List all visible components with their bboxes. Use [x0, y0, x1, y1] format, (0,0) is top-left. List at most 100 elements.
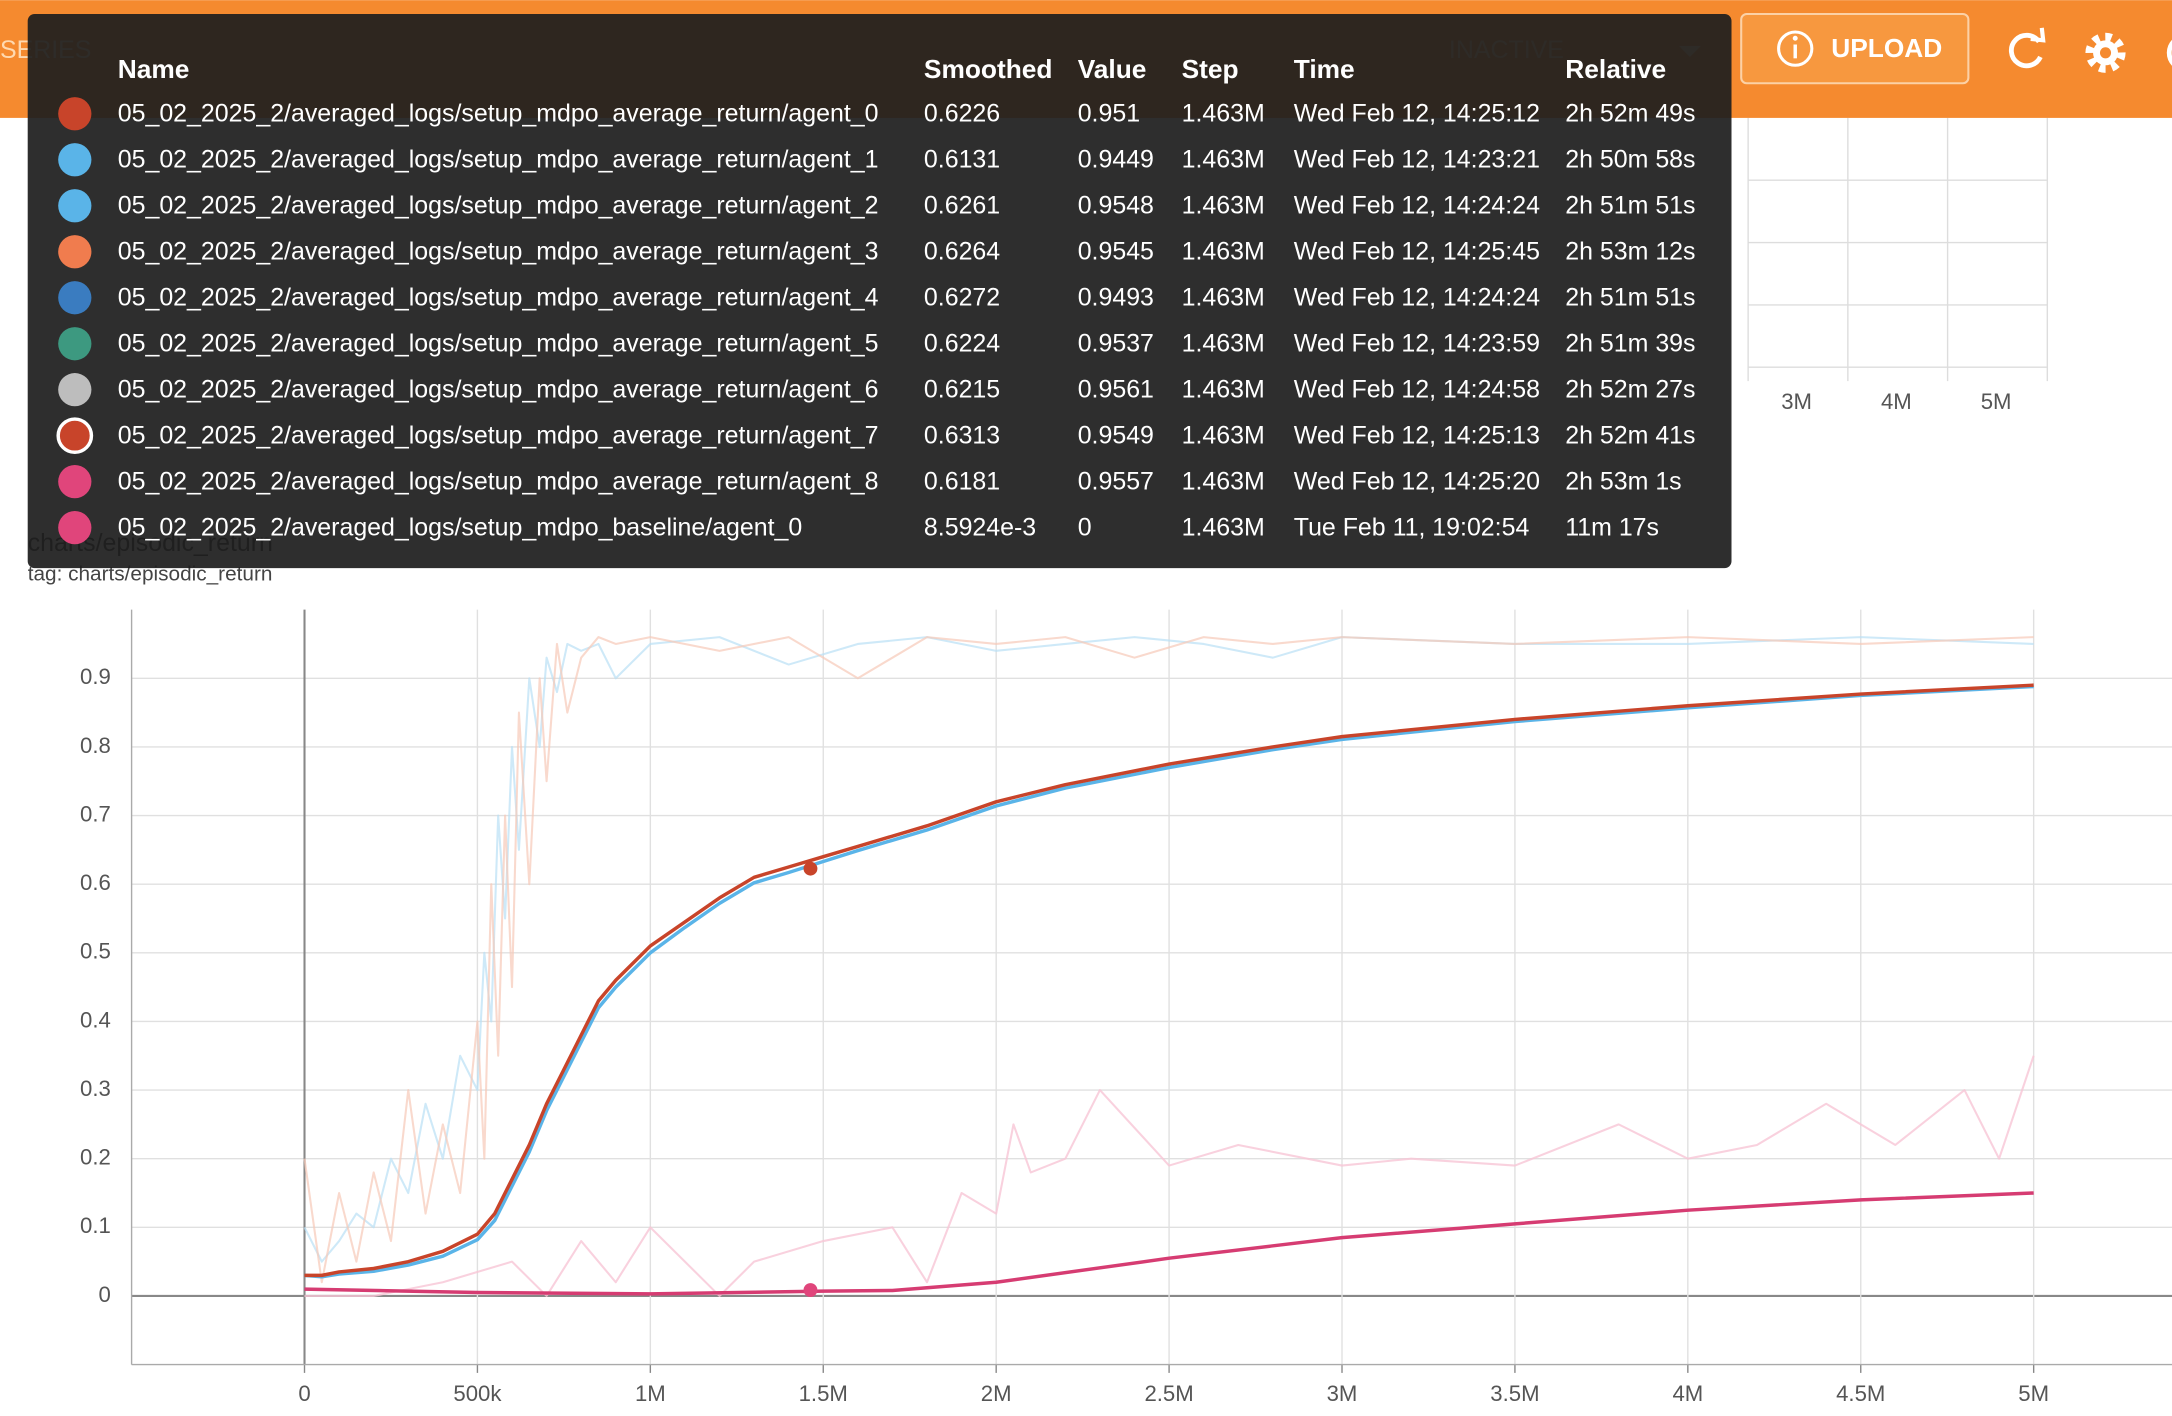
refresh-button[interactable] — [2008, 27, 2046, 69]
cell-name: 05_02_2025_2/averaged_logs/setup_mdpo_av… — [118, 330, 879, 358]
cell-name: 05_02_2025_2/averaged_logs/setup_mdpo_av… — [118, 284, 879, 312]
series-line — [304, 1055, 2035, 1297]
cell-step: 1.463M — [1182, 100, 1265, 128]
series-swatch — [58, 373, 92, 407]
cell-value: 0.9549 — [1078, 422, 1154, 450]
upload-button[interactable]: UPLOAD — [1740, 12, 1970, 85]
series-swatch — [58, 189, 92, 223]
cell-step: 1.463M — [1182, 330, 1265, 358]
upload-label: UPLOAD — [1831, 33, 1942, 63]
cell-step: 1.463M — [1182, 238, 1265, 266]
cell-time: Wed Feb 12, 14:24:24 — [1294, 192, 1540, 220]
series-line — [304, 684, 2034, 1279]
tooltip-box — [27, 14, 1732, 569]
y-tick-label: 0.3 — [80, 1076, 111, 1101]
cell-name: 05_02_2025_2/averaged_logs/setup_mdpo_av… — [118, 146, 879, 174]
series-swatch — [56, 417, 94, 455]
x-tick-label: 3M — [1781, 389, 1812, 414]
cell-value: 0.9561 — [1078, 376, 1154, 404]
settings-button[interactable] — [2085, 32, 2126, 73]
series-swatch — [58, 97, 92, 131]
cell-relative: 2h 52m 41s — [1565, 422, 1695, 450]
x-tick-label: 5M — [1981, 389, 2012, 414]
cell-relative: 2h 50m 58s — [1565, 146, 1695, 174]
cell-time: Wed Feb 12, 14:23:59 — [1294, 330, 1540, 358]
cell-time: Wed Feb 12, 14:25:45 — [1294, 238, 1540, 266]
hover-point — [803, 861, 818, 876]
help-button[interactable] — [2166, 36, 2172, 69]
cell-smoothed: 0.6224 — [924, 330, 1000, 358]
series-line — [304, 1191, 2034, 1296]
cell-relative: 2h 53m 12s — [1565, 238, 1695, 266]
x-tick-label: 3M — [1327, 1381, 1358, 1406]
y-tick-label: 0.9 — [80, 664, 111, 689]
cell-smoothed: 0.6181 — [924, 468, 1000, 496]
x-tick-label: 4.5M — [1836, 1381, 1885, 1406]
cell-name: 05_02_2025_2/averaged_logs/setup_mdpo_av… — [118, 422, 879, 450]
column-header: Name — [118, 54, 190, 84]
cell-value: 0.9557 — [1078, 468, 1154, 496]
y-tick-label: 0.1 — [80, 1213, 111, 1238]
series-swatch — [58, 511, 92, 545]
y-tick-label: 0.6 — [80, 870, 111, 895]
cell-name: 05_02_2025_2/averaged_logs/setup_mdpo_av… — [118, 468, 879, 496]
x-tick-label: 0 — [298, 1381, 310, 1406]
cell-time: Wed Feb 12, 14:25:12 — [1294, 100, 1540, 128]
y-tick-label: 0.2 — [80, 1145, 111, 1170]
cell-name: 05_02_2025_2/averaged_logs/setup_mdpo_av… — [118, 100, 879, 128]
cell-relative: 11m 17s — [1565, 514, 1659, 542]
series-swatch — [58, 327, 92, 361]
cell-step: 1.463M — [1182, 192, 1265, 220]
cell-time: Tue Feb 11, 19:02:54 — [1294, 514, 1530, 542]
cell-step: 1.463M — [1182, 468, 1265, 496]
cell-name: 05_02_2025_2/averaged_logs/setup_mdpo_av… — [118, 192, 879, 220]
y-tick-label: 0.7 — [80, 801, 111, 826]
x-tick-label: 1M — [635, 1381, 666, 1406]
column-header: Relative — [1565, 54, 1666, 84]
x-tick-label: 2M — [981, 1381, 1012, 1406]
x-tick-label: 2.5M — [1144, 1381, 1193, 1406]
cell-step: 1.463M — [1182, 376, 1265, 404]
tooltip: Name Smoothed Value Step Time Relative 05_02_2… — [27, 14, 1732, 569]
series-swatch — [58, 235, 92, 269]
column-header: Time — [1294, 54, 1355, 84]
column-header: Value — [1078, 54, 1147, 84]
cell-smoothed: 8.5924e-3 — [924, 514, 1036, 542]
series-swatch — [58, 281, 92, 315]
hover-point — [803, 1283, 818, 1297]
series-line — [303, 636, 2034, 1284]
cell-step: 1.463M — [1182, 422, 1265, 450]
cell-time: Wed Feb 12, 14:24:58 — [1294, 376, 1540, 404]
x-tick-label: 1.5M — [799, 1381, 848, 1406]
top-chart-grid — [1747, 117, 2049, 382]
cell-relative: 2h 52m 27s — [1565, 376, 1695, 404]
cell-smoothed: 0.6264 — [924, 238, 1000, 266]
y-tick-label: 0.5 — [80, 939, 111, 964]
x-tick-label: 3.5M — [1490, 1381, 1539, 1406]
x-tick-label: 4M — [1672, 1381, 1703, 1406]
cell-smoothed: 0.6313 — [924, 422, 1000, 450]
y-tick-label: 0.8 — [80, 733, 111, 758]
cell-step: 1.463M — [1182, 284, 1265, 312]
cell-name: 05_02_2025_2/averaged_logs/setup_mdpo_av… — [118, 238, 879, 266]
cell-relative: 2h 52m 49s — [1565, 100, 1695, 128]
cell-time: Wed Feb 12, 14:24:24 — [1294, 284, 1540, 312]
cell-name: 05_02_2025_2/averaged_logs/setup_mdpo_ba… — [118, 514, 803, 542]
series-line — [304, 683, 2034, 1278]
x-tick-label: 4M — [1881, 389, 1912, 414]
cell-value: 0 — [1078, 514, 1092, 542]
cell-step: 1.463M — [1182, 514, 1265, 542]
cell-value: 0.951 — [1078, 100, 1140, 128]
cell-name: 05_02_2025_2/averaged_logs/setup_mdpo_av… — [118, 376, 879, 404]
cell-time: Wed Feb 12, 14:25:13 — [1294, 422, 1540, 450]
cell-smoothed: 0.6215 — [924, 376, 1000, 404]
x-tick-label: 500k — [453, 1381, 502, 1406]
column-header: Smoothed — [924, 54, 1053, 84]
top-chart-ticks: 3M 4M 5M — [1781, 389, 2011, 414]
cell-relative: 2h 51m 51s — [1565, 284, 1695, 312]
series-swatch — [58, 465, 92, 499]
cell-smoothed: 0.6261 — [924, 192, 1000, 220]
x-tick-label: 5M — [2018, 1381, 2049, 1406]
